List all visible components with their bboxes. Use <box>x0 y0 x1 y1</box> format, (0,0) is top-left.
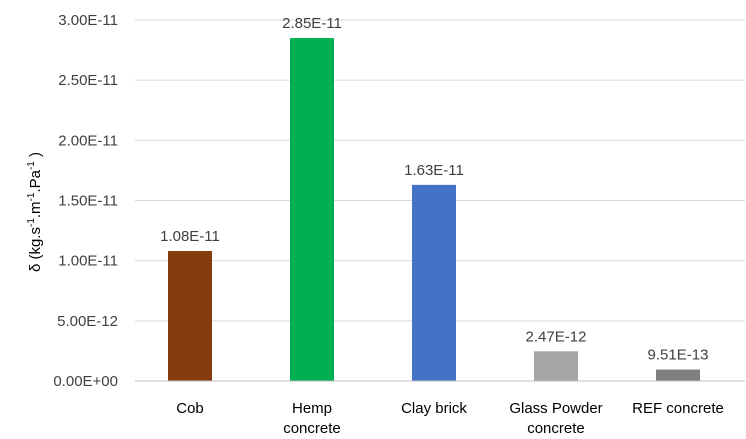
y-axis-label-base: δ (kg.s <box>27 227 44 272</box>
bar <box>412 184 456 381</box>
y-tick-label: 1.00E-11 <box>58 253 118 270</box>
y-axis-label-mid1: .m <box>27 201 44 218</box>
data-label: 9.51E-13 <box>648 347 709 364</box>
y-axis-label-end: ) <box>27 152 44 161</box>
data-label: 2.85E-11 <box>282 15 342 32</box>
y-axis-label-sup3: -1 <box>26 161 37 170</box>
category-label: Cob <box>176 400 204 417</box>
y-tick-label: 0.00E+00 <box>53 373 118 390</box>
category-label: Hemp concrete <box>283 400 341 437</box>
bars <box>168 38 700 382</box>
bar <box>534 351 578 381</box>
category-label: Clay brick <box>401 400 467 417</box>
y-tick-label: 1.50E-11 <box>58 193 118 210</box>
y-tick-label: 2.00E-11 <box>58 132 118 149</box>
y-axis-label-mid2: .Pa <box>27 169 44 192</box>
category-label-line: Hemp <box>292 400 332 417</box>
category-label-line: Cob <box>176 400 204 417</box>
data-label: 1.08E-11 <box>160 228 220 245</box>
x-axis-categories: Cob Hemp concrete Clay brick Glass Powder con… <box>176 400 724 437</box>
category-label: Glass Powder concrete <box>509 400 602 437</box>
category-label-line: REF concrete <box>632 400 724 417</box>
bar <box>656 369 700 381</box>
y-axis-label: δ (kg.s-1.m-1.Pa-1 ) <box>26 152 44 272</box>
data-label: 2.47E-12 <box>526 328 587 345</box>
bar <box>168 251 212 381</box>
category-label-line: Glass Powder <box>509 400 602 417</box>
y-axis-ticks: 0.00E+00 5.00E-12 1.00E-11 1.50E-11 2.00E-11… <box>53 12 118 390</box>
category-label-line: concrete <box>283 420 341 437</box>
category-label: REF concrete <box>632 400 724 417</box>
category-label-line: concrete <box>527 420 585 437</box>
data-label: 1.63E-11 <box>404 162 464 179</box>
y-axis-label-sup1: -1 <box>26 218 37 227</box>
y-axis-label-sup2: -1 <box>26 192 37 201</box>
category-label-line: Clay brick <box>401 400 467 417</box>
y-tick-label: 3.00E-11 <box>58 12 118 29</box>
y-tick-label: 5.00E-12 <box>57 313 118 330</box>
y-tick-label: 2.50E-11 <box>58 72 118 89</box>
data-labels: 1.08E-11 2.85E-11 1.63E-11 2.47E-12 9.51E-13 <box>160 15 708 364</box>
bar <box>290 38 334 382</box>
